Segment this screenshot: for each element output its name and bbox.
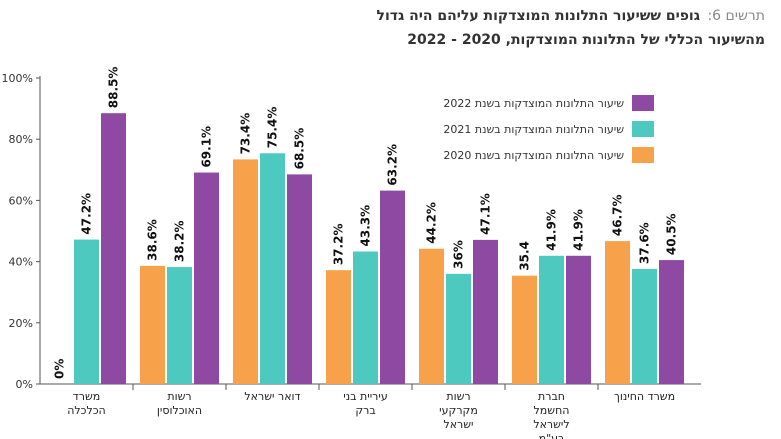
legend-swatch [632, 95, 654, 111]
value-label: 37.2% [332, 224, 346, 266]
bar [140, 265, 165, 384]
value-label: 38.2% [173, 220, 187, 262]
x-tick-label: רשות האוכלוסין [156, 390, 203, 417]
x-tick-label: רשות מקרקעי ישראל [439, 390, 478, 431]
value-label: 44.2% [425, 202, 439, 244]
value-label: 46.7% [611, 194, 625, 236]
x-tick-label: משרד הכלכלה [67, 390, 106, 417]
chart-title: גופים ששיעור התלונות המוצדקות עליהם היה … [377, 8, 700, 24]
bar [233, 159, 258, 384]
value-label: 75.4% [266, 107, 280, 149]
x-tick-label: חברת החשמל לישראל בע"מ [533, 390, 570, 439]
value-label: 37.6% [638, 222, 652, 264]
chart-subtitle: מהשיעור הכללי של התלונות המוצדקות, 2020 … [407, 32, 765, 48]
bar [74, 239, 99, 384]
value-label: 41.9% [572, 209, 586, 251]
x-tick-label: דואר ישראל [244, 390, 301, 403]
value-label: 88.5% [107, 67, 121, 109]
y-tick-label: 40% [9, 256, 33, 269]
bar [632, 268, 657, 384]
value-label: 40.5% [665, 213, 679, 255]
bar [380, 190, 405, 384]
bar [446, 273, 471, 384]
title-label: תרשים 6: [707, 8, 765, 24]
y-tick-label: 20% [9, 317, 33, 330]
bar [194, 172, 219, 384]
x-tick-label: משרד החינוך [613, 390, 676, 403]
value-label: 41.9% [545, 209, 559, 251]
legend-label: שיעור התלונות המוצדקות בשנת 2021 [443, 123, 624, 136]
legend-label: שיעור התלונות המוצדקות בשנת 2022 [443, 97, 624, 110]
y-tick-label: 60% [9, 194, 33, 207]
bar [287, 174, 312, 384]
value-label: 36% [452, 240, 466, 269]
bar [512, 275, 537, 384]
value-label: 68.5% [293, 128, 307, 170]
bar [473, 239, 498, 384]
value-label: 38.6% [146, 219, 160, 261]
bar [419, 248, 444, 384]
value-label: 69.1% [200, 126, 214, 168]
value-label: 35.4 [518, 241, 532, 271]
value-label: 73.4% [239, 113, 253, 155]
x-tick-label: עיריית בני ברק [343, 390, 388, 417]
value-label: 63.2% [386, 144, 400, 186]
bar [659, 260, 684, 384]
bar [353, 251, 378, 384]
bar [260, 153, 285, 384]
y-tick-label: 100% [2, 72, 33, 85]
y-tick-label: 0% [16, 378, 33, 391]
value-label: 43.3% [359, 205, 373, 247]
bar [101, 113, 126, 384]
bar [539, 255, 564, 384]
legend-swatch [632, 147, 654, 163]
bar [566, 255, 591, 384]
value-label: 0% [53, 359, 67, 379]
y-tick-label: 80% [9, 133, 33, 146]
bar [605, 241, 630, 384]
value-label: 47.1% [479, 193, 493, 235]
value-label: 47.2% [80, 193, 94, 235]
bar [326, 270, 351, 384]
bar [167, 267, 192, 384]
legend-label: שיעור התלונות המוצדקות בשנת 2020 [443, 149, 624, 162]
legend-swatch [632, 121, 654, 137]
